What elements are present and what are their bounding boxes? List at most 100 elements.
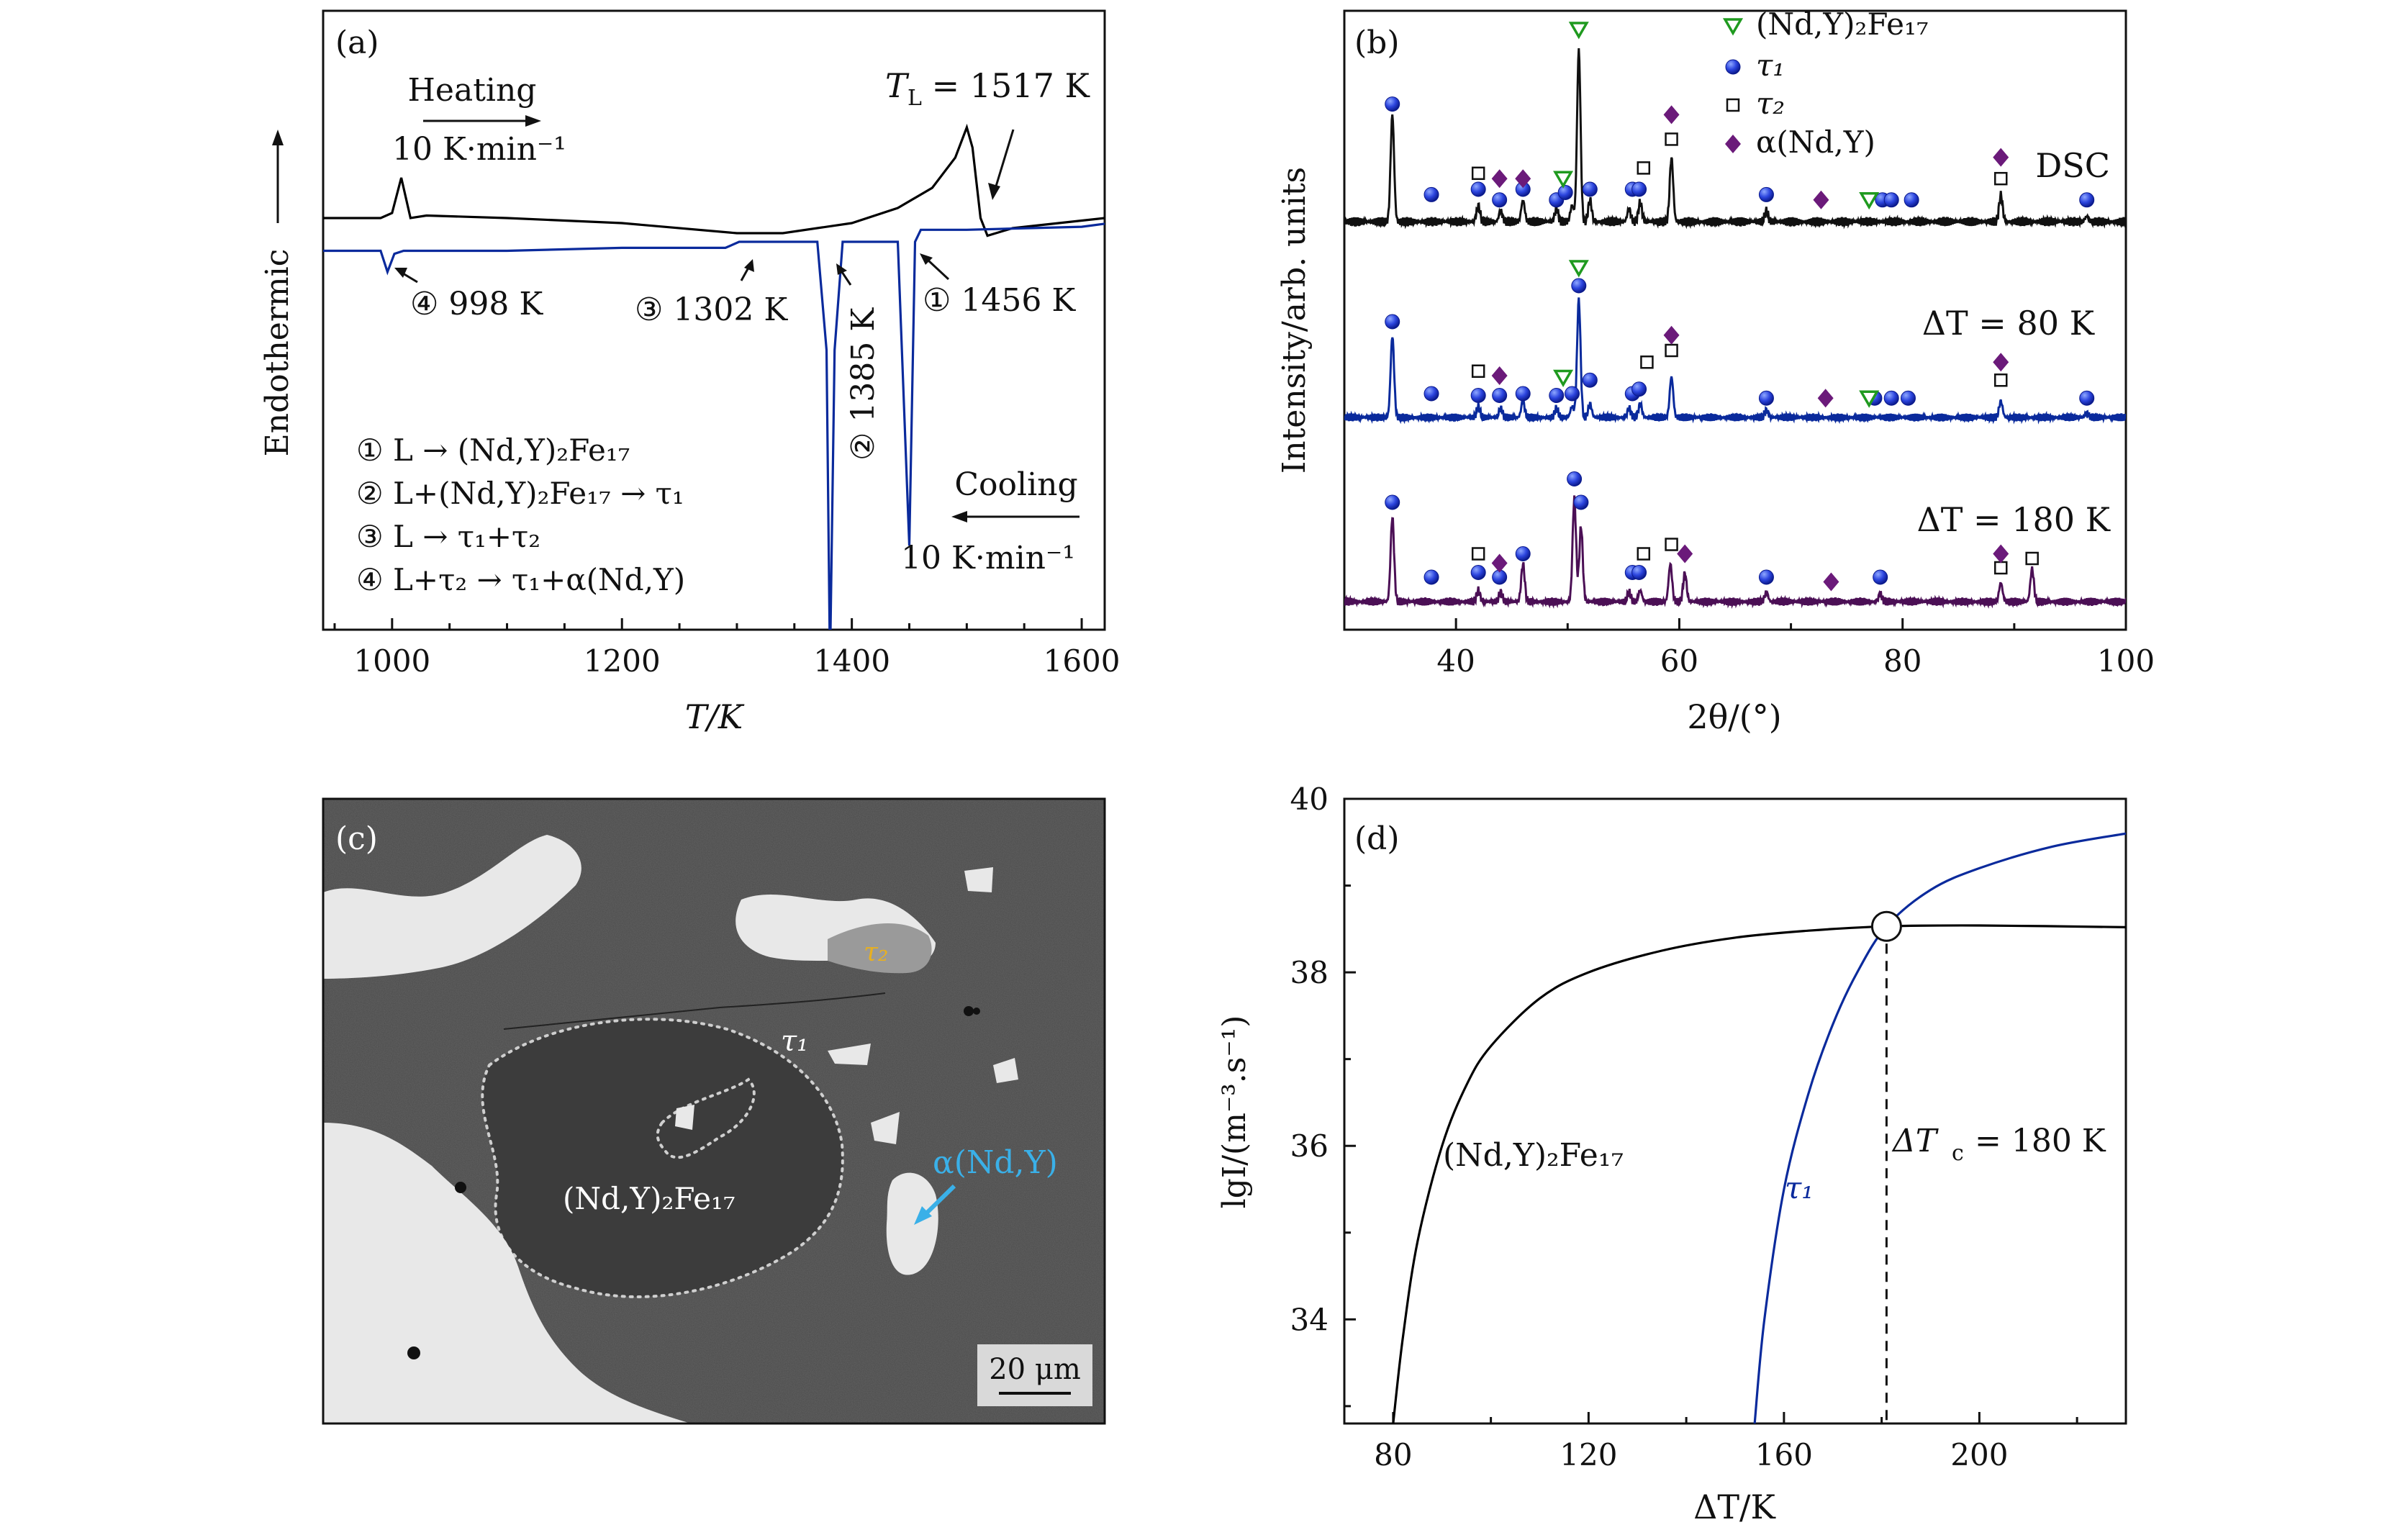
panel-a-x-axis-label: T/K	[685, 697, 745, 736]
panel-b-tick-label: 80	[1883, 643, 1922, 679]
tau2-region	[828, 923, 932, 974]
tau1-marker-icon	[1515, 546, 1531, 561]
endothermic-label: Endothermic	[259, 249, 296, 457]
heating-rate-label: 10 K·min⁻¹	[392, 131, 566, 168]
panel-b-tick-label: 40	[1436, 643, 1475, 679]
tau2-marker-icon	[1993, 561, 2008, 575]
alpha-nd-y-marker-icon	[1725, 135, 1741, 153]
dtc-subscript: c	[1952, 1141, 1964, 1166]
primary-phase-label: (Nd,Y)₂Fe₁₇	[563, 1181, 735, 1216]
tau1-marker-icon	[1758, 569, 1774, 585]
critical-undercooling-annotation: ΔT c = 180 K	[1891, 1123, 2106, 1166]
panel-a-y-axis-label: Endothermic	[259, 130, 296, 456]
legend-entry-label: α(Nd,Y)	[1756, 125, 1875, 160]
xrd-pattern-line	[1344, 495, 2126, 610]
tau2-label: τ₂	[864, 938, 888, 967]
reaction-2: ② L+(Nd,Y)₂Fe₁₇ → τ₁	[356, 476, 684, 511]
panel-a-dsc-chart: (a) 1000 1200 1400 1600 T/K Endothermic Hea…	[259, 9, 1121, 736]
panel-d-ticks: 80 120 160 200 34 36 38 40	[1290, 782, 2078, 1472]
peak2-label: ② 1385 K	[845, 307, 882, 461]
crack-line	[503, 992, 886, 1030]
series-label-dt80: ΔT = 80 K	[1922, 304, 2096, 343]
nd-y-2-fe17-marker-icon	[1859, 390, 1880, 408]
panel-d-y-tick-label: 36	[1290, 1128, 1329, 1164]
alpha-nd-y-marker-icon	[1993, 544, 2009, 563]
panel-d-y-tick-label: 40	[1290, 782, 1329, 817]
cooling-label: Cooling	[954, 466, 1077, 503]
panel-a-tick-label: 1000	[353, 643, 430, 679]
alpha-nd-y-marker-icon	[1817, 389, 1834, 408]
tau1-marker-icon	[1582, 181, 1598, 197]
curve-nd-y-2-fe17	[1392, 924, 2126, 1423]
tl-value: = 1517 K	[921, 66, 1090, 105]
reaction-3: ③ L → τ₁+τ₂	[356, 519, 540, 554]
tau1-marker-icon	[1631, 181, 1647, 197]
tau2-marker-icon	[1471, 547, 1485, 561]
panel-a-x-ticks: 1000 1200 1400 1600	[333, 618, 1121, 679]
panel-b-y-axis-label: Intensity/arb. units	[1276, 167, 1313, 474]
panel-a-tick-label: 1600	[1044, 643, 1121, 679]
tau2-marker-icon	[1637, 547, 1651, 561]
tau1-marker-icon	[1385, 494, 1400, 510]
dtc-symbol: ΔT	[1891, 1123, 1939, 1159]
series-label-dsc: DSC	[2035, 146, 2110, 185]
panel-d-label: (d)	[1354, 820, 1400, 857]
alpha-arrow-line	[923, 1184, 956, 1217]
alpha-nd-y-marker-icon	[1993, 148, 2009, 167]
tau1-marker-icon	[1470, 181, 1486, 197]
tau1-marker-icon	[1725, 59, 1741, 75]
legend-entry-label: (Nd,Y)₂Fe₁₇	[1756, 6, 1929, 42]
panel-d-x-axis-label: ΔT/K	[1693, 1488, 1776, 1526]
nd-y-2-fe17-marker-icon	[1722, 18, 1744, 36]
panel-d-y-tick-label: 38	[1290, 955, 1329, 990]
intersection-point	[1870, 910, 1902, 942]
panel-c-label: (c)	[335, 820, 378, 857]
tau1-marker-icon	[1423, 186, 1439, 202]
panel-d-x-tick-label: 160	[1755, 1437, 1813, 1472]
curve-label-tau1: τ₁	[1785, 1170, 1814, 1205]
alpha-nd-y-marker-icon	[1663, 325, 1680, 345]
reaction-1: ① L → (Nd,Y)₂Fe₁₇	[356, 433, 630, 468]
peak4-arrowhead-icon	[394, 268, 407, 278]
cooling-curve	[323, 222, 1105, 630]
alpha-nd-y-marker-icon	[1515, 169, 1531, 189]
tau1-marker-icon	[1564, 386, 1580, 402]
tau1-marker-icon	[1883, 390, 1899, 406]
tau1-marker-icon	[1904, 192, 1919, 208]
panel-c-micrograph: (c) τ₂ τ₁ (Nd,Y)₂Fe₁₇ α(Nd,Y) 20 μm	[323, 799, 1105, 1423]
tau2-marker-icon	[2025, 551, 2039, 566]
scalebar-box	[977, 1344, 1092, 1406]
panel-d-nucleation-chart: (d) 80 120 160 200 34 36 38 40 ΔT/K lgI/(m⁻³.s⁻…	[1216, 782, 2127, 1526]
tau1-marker-icon	[1631, 381, 1647, 397]
panel-a-frame	[322, 9, 1106, 631]
panel-b-tick-label: 60	[1660, 643, 1698, 679]
panel-c-frame	[322, 797, 1106, 1425]
alpha-label: α(Nd,Y)	[933, 1144, 1058, 1181]
peak1-arrow-line	[927, 259, 950, 281]
panel-a-tick-label: 1400	[813, 643, 890, 679]
tau1-marker-icon	[1423, 386, 1439, 402]
inner-boundary	[656, 1077, 756, 1159]
tl-arrow-line	[994, 129, 1015, 189]
xrd-patterns	[1344, 48, 2126, 610]
alpha-nd-y-marker-icon	[1823, 572, 1839, 592]
nd-y-2-fe17-marker-icon	[1568, 22, 1589, 40]
tau1-marker-icon	[1515, 386, 1531, 402]
alpha-nd-y-marker-icon	[1993, 353, 2009, 372]
tau2-marker-icon	[1637, 161, 1651, 175]
alpha-arrowhead-icon	[914, 1206, 932, 1225]
curve-tau1	[1753, 832, 2126, 1423]
peak2-arrow-line	[841, 271, 852, 286]
peak3-arrow-line	[740, 267, 750, 281]
peak3-label: ③ 1302 K	[635, 291, 788, 328]
peak1-label: ① 1456 K	[923, 282, 1076, 319]
tau1-marker-icon	[1883, 192, 1899, 208]
scalebar-label: 20 μm	[989, 1353, 1081, 1386]
peak4-label: ④ 998 K	[410, 286, 543, 322]
alpha-nd-y-marker-icon	[1813, 190, 1829, 209]
heating-label: Heating	[408, 72, 537, 109]
peak4-arrow-line	[402, 272, 418, 284]
legend-entry-label: τ₂	[1756, 86, 1785, 121]
tau2-marker-icon	[1993, 171, 2008, 186]
